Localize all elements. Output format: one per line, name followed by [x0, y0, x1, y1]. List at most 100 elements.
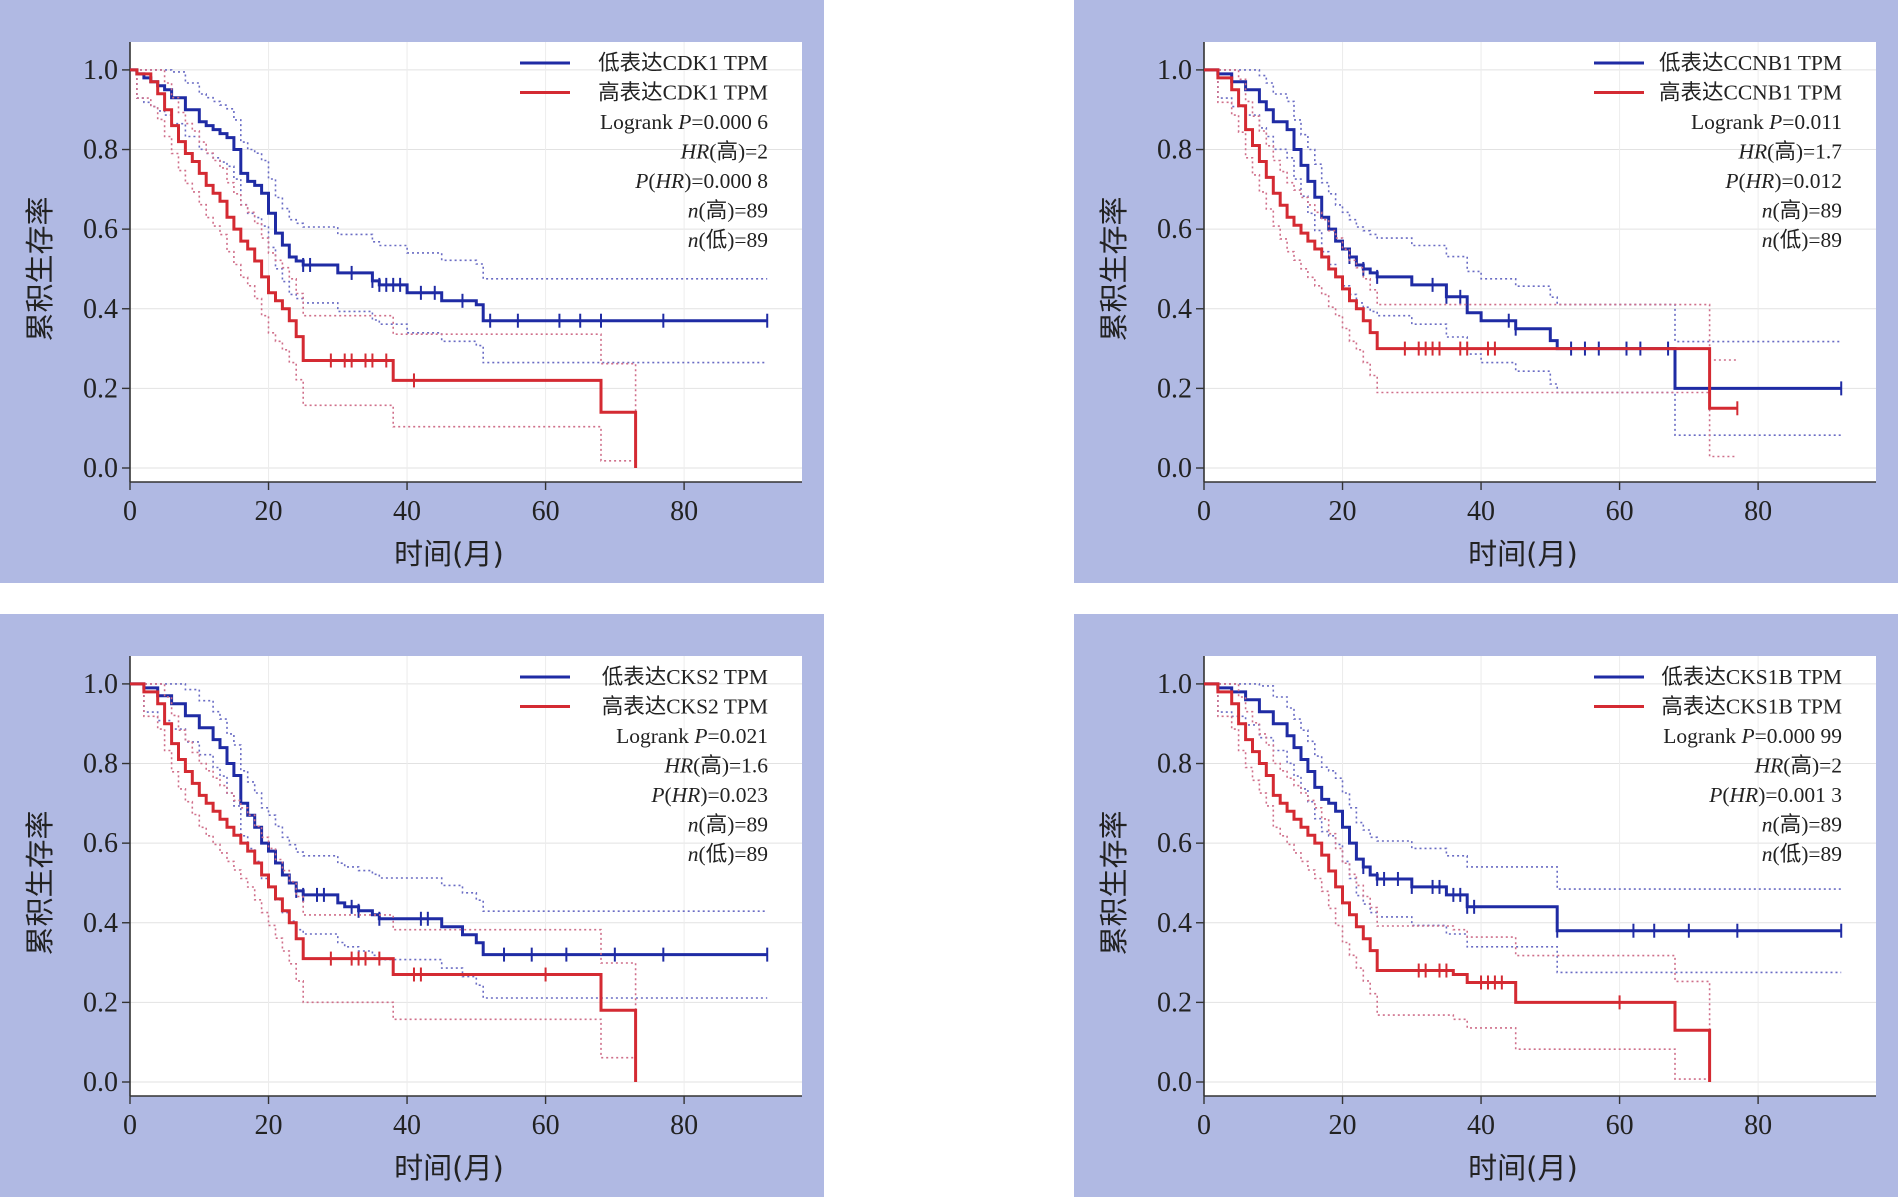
x-tick-label: 80	[670, 1110, 698, 1141]
stat-line: P(HR)=0.001 3	[1708, 783, 1842, 807]
x-tick-label: 60	[1606, 1110, 1634, 1141]
x-tick-label: 40	[393, 496, 421, 527]
km-chart-cdk1: 0.0 0.2 0.4 0.6 0.8 1.0 0 20 40 60 80 时间(月) 累积生存率 低表达…	[23, 42, 802, 571]
x-axis-title: 时间(月)	[394, 537, 504, 571]
stat-line: n(高)=89	[1762, 813, 1842, 837]
x-tick-label: 0	[123, 1110, 137, 1141]
km-panel-cks2: 0.0 0.2 0.4 0.6 0.8 1.0 0 20 40 60 80 时间(月) 累积生存率 低表达…	[0, 614, 824, 1197]
ci-upper-low	[130, 683, 768, 912]
stat-line: n(高)=89	[688, 199, 768, 223]
legend-label: 低表达CDK1 TPM	[598, 51, 768, 75]
survival-curve-high	[1204, 68, 1738, 410]
x-tick-label: 60	[532, 496, 560, 527]
y-tick-label: 0.4	[83, 908, 118, 939]
stat-line: n(低)=89	[688, 228, 768, 252]
km-panel-cdk1: 0.0 0.2 0.4 0.6 0.8 1.0 0 20 40 60 80 时间(月) 累积生存率 低表达…	[0, 0, 824, 583]
plot-area	[1204, 42, 1876, 482]
x-tick-label: 20	[1329, 1110, 1357, 1141]
y-tick-label: 0.4	[1157, 908, 1192, 939]
plot-area	[130, 656, 802, 1096]
stat-line: n(高)=89	[688, 813, 768, 837]
survival-curve-low	[130, 682, 768, 957]
x-tick-label: 0	[1197, 1110, 1211, 1141]
ci-upper-high	[130, 69, 637, 416]
legend-label: 低表达CCNB1 TPM	[1659, 51, 1842, 75]
km-panel-cks1b: 0.0 0.2 0.4 0.6 0.8 1.0 0 20 40 60 80 时间(月) 累积生存率 低表达…	[1074, 614, 1898, 1197]
x-tick-label: 40	[393, 1110, 421, 1141]
survival-curve-high	[130, 68, 638, 468]
y-tick-label: 1.0	[83, 669, 118, 700]
survival-curve-low	[1204, 682, 1842, 933]
stat-line: HR(高)=1.6	[664, 754, 769, 778]
ci-upper-low	[130, 69, 768, 280]
x-tick-label: 80	[1744, 1110, 1772, 1141]
legend-label: 高表达CKS1B TPM	[1661, 695, 1842, 719]
survival-curve-high	[130, 682, 638, 1082]
stat-line: n(低)=89	[688, 842, 768, 866]
stat-line: Logrank P=0.000 99	[1663, 724, 1842, 748]
ci-lower-low	[1204, 683, 1842, 974]
stat-line: HR(高)=1.7	[1738, 140, 1843, 164]
y-tick-label: 0.8	[1157, 749, 1192, 780]
stat-line: HR(高)=2	[680, 140, 768, 164]
y-tick-label: 0.8	[83, 749, 118, 780]
km-chart-cks2: 0.0 0.2 0.4 0.6 0.8 1.0 0 20 40 60 80 时间(月) 累积生存率 低表达…	[23, 656, 802, 1185]
y-tick-label: 0.2	[83, 373, 118, 404]
ci-upper-high	[1204, 69, 1738, 361]
x-tick-label: 80	[1744, 496, 1772, 527]
y-tick-label: 0.2	[1157, 373, 1192, 404]
stat-line: n(高)=89	[1762, 199, 1842, 223]
stat-line: n(低)=89	[1762, 228, 1842, 252]
y-axis-title: 累积生存率	[23, 810, 57, 955]
y-tick-label: 1.0	[1157, 55, 1192, 86]
plot-area	[1204, 656, 1876, 1096]
y-tick-label: 1.0	[1157, 669, 1192, 700]
stat-line: P(HR)=0.012	[1724, 169, 1842, 193]
y-tick-label: 0.2	[1157, 987, 1192, 1018]
legend-label: 高表达CKS2 TPM	[602, 695, 768, 719]
x-tick-label: 60	[1606, 496, 1634, 527]
legend-label: 高表达CDK1 TPM	[598, 81, 768, 105]
y-tick-label: 0.0	[83, 453, 118, 484]
ci-upper-high	[130, 683, 637, 1030]
y-tick-label: 0.8	[83, 135, 118, 166]
x-tick-label: 40	[1467, 496, 1495, 527]
y-tick-label: 0.8	[1157, 135, 1192, 166]
km-chart-cks1b: 0.0 0.2 0.4 0.6 0.8 1.0 0 20 40 60 80 时间(月) 累积生存率 低表达…	[1097, 656, 1876, 1185]
ci-lower-low	[130, 683, 768, 999]
km-chart-ccnb1: 0.0 0.2 0.4 0.6 0.8 1.0 0 20 40 60 80 时间(月) 累积生存率 低表达…	[1097, 42, 1876, 571]
km-panel-ccnb1: 0.0 0.2 0.4 0.6 0.8 1.0 0 20 40 60 80 时间(月) 累积生存率 低表达…	[1074, 0, 1898, 583]
y-tick-label: 0.6	[1157, 214, 1192, 245]
y-tick-label: 0.4	[1157, 294, 1192, 325]
y-tick-label: 0.0	[1157, 453, 1192, 484]
ci-lower-high	[1204, 683, 1711, 1082]
stat-line: P(HR)=0.000 8	[634, 169, 768, 193]
legend-label: 低表达CKS2 TPM	[602, 665, 768, 689]
stat-line: Logrank P=0.011	[1691, 110, 1842, 134]
x-axis-title: 时间(月)	[394, 1151, 504, 1185]
survival-curve-high	[1204, 682, 1712, 1082]
y-tick-label: 0.2	[83, 987, 118, 1018]
stat-line: P(HR)=0.023	[650, 783, 768, 807]
x-tick-label: 20	[255, 1110, 283, 1141]
y-axis-title: 累积生存率	[1097, 810, 1131, 955]
y-tick-label: 0.4	[83, 294, 118, 325]
y-tick-label: 0.6	[83, 828, 118, 859]
x-tick-label: 60	[532, 1110, 560, 1141]
x-tick-label: 20	[255, 496, 283, 527]
stat-line: Logrank P=0.021	[616, 724, 768, 748]
plot-area	[130, 42, 802, 482]
stat-line: HR(高)=2	[1754, 754, 1842, 778]
legend-label: 高表达CCNB1 TPM	[1659, 81, 1842, 105]
x-axis-title: 时间(月)	[1468, 537, 1578, 571]
legend-label: 低表达CKS1B TPM	[1661, 665, 1842, 689]
x-axis-title: 时间(月)	[1468, 1151, 1578, 1185]
y-tick-label: 1.0	[83, 55, 118, 86]
x-tick-label: 80	[670, 496, 698, 527]
x-tick-label: 0	[1197, 496, 1211, 527]
y-tick-label: 0.6	[83, 214, 118, 245]
y-tick-label: 0.0	[1157, 1067, 1192, 1098]
x-tick-label: 0	[123, 496, 137, 527]
ci-upper-low	[1204, 683, 1842, 890]
y-tick-label: 0.6	[1157, 828, 1192, 859]
